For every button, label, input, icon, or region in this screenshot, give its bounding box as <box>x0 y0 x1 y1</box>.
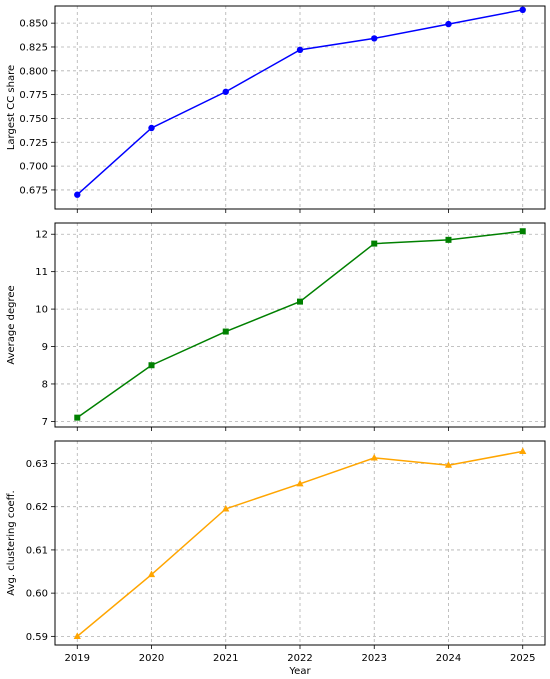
y-axis-label: Largest CC share <box>6 65 17 150</box>
data-point <box>370 453 378 461</box>
plot-frame <box>54 440 546 646</box>
plot-frame <box>54 222 546 428</box>
data-point <box>73 632 81 639</box>
data-point <box>519 6 526 14</box>
subplot-3: 2019 2020 2021 2022 2023 2024 2025 0.59 0.60 0.61… <box>6 440 546 677</box>
data-point <box>371 240 378 247</box>
y-axis-label: Avg. clustering coeff. <box>6 490 17 595</box>
data-point <box>296 46 304 54</box>
y-axis-label: Average degree <box>6 285 17 364</box>
y-tick-label: 0.59 <box>26 632 48 643</box>
y-tick-label: 0.775 <box>19 90 48 101</box>
x-tick-label: 2022 <box>287 653 312 664</box>
data-point <box>148 362 155 369</box>
y-tick-label: 0.60 <box>26 589 48 600</box>
plot-frame <box>54 5 546 210</box>
x-tick-label: 2020 <box>139 653 164 664</box>
data-point <box>222 88 229 95</box>
data-point <box>445 20 452 28</box>
y-tick-label: 9 <box>42 342 48 353</box>
x-axis-label: Year <box>288 666 311 677</box>
y-tick-label: 0.800 <box>19 66 48 77</box>
y-tick-label: 0.825 <box>19 42 48 53</box>
y-tick-label: 0.850 <box>19 19 48 30</box>
subplot-2: 7 8 9 10 11 12 Average degree <box>6 222 546 431</box>
data-point <box>445 236 452 243</box>
data-point <box>74 191 81 198</box>
y-tick-label: 12 <box>35 230 48 241</box>
data-point <box>147 570 156 578</box>
x-tick-label: 2019 <box>65 653 90 664</box>
y-tick-label: 0.63 <box>26 459 48 470</box>
data-point <box>297 298 303 305</box>
data-point <box>519 228 526 235</box>
x-tick-label: 2021 <box>213 653 238 664</box>
data-point <box>222 328 229 335</box>
y-tick-label: 0.750 <box>19 114 48 125</box>
y-tick-label: 8 <box>42 379 48 390</box>
x-tick-label: 2023 <box>362 653 387 664</box>
data-point <box>371 35 378 42</box>
y-tick-label: 0.62 <box>26 502 48 513</box>
x-tick-label: 2025 <box>510 653 535 664</box>
y-tick-label: 7 <box>42 417 48 428</box>
data-point <box>444 461 453 468</box>
data-point <box>519 447 527 454</box>
data-point <box>74 414 81 421</box>
data-point <box>222 504 230 512</box>
data-point <box>148 124 155 132</box>
y-tick-label: 0.725 <box>19 138 48 149</box>
y-tick-label: 0.675 <box>19 185 48 196</box>
y-tick-label: 11 <box>35 267 48 278</box>
subplot-1: 0.675 0.700 0.725 0.750 0.775 0.800 0.825 0.850… <box>6 5 546 213</box>
x-tick-label: 2024 <box>436 653 461 664</box>
y-tick-label: 0.61 <box>26 545 48 556</box>
data-point <box>296 479 304 487</box>
y-tick-label: 10 <box>35 305 48 316</box>
y-tick-label: 0.700 <box>19 162 48 173</box>
